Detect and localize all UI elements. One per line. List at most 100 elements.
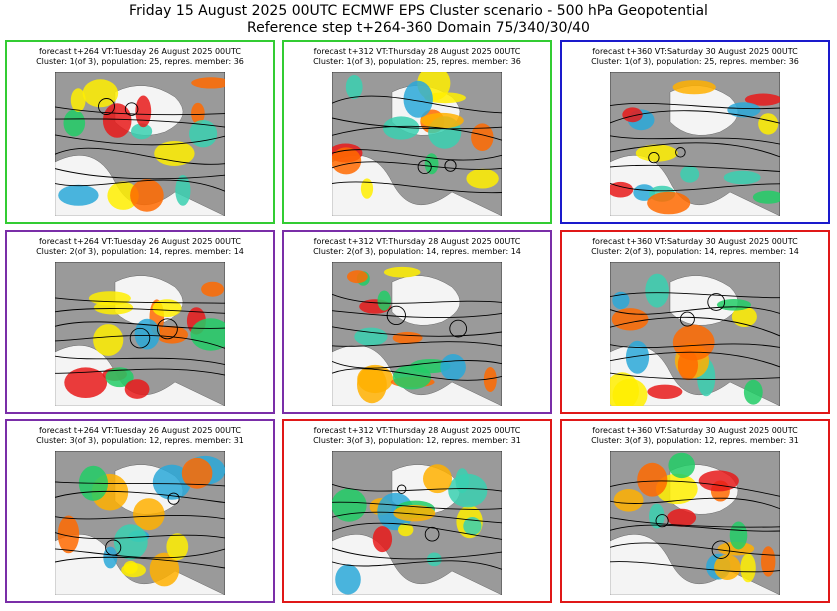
- anomaly-shading: [130, 179, 164, 212]
- land-area: [391, 275, 461, 326]
- anomaly-shading: [133, 498, 165, 531]
- cluster-panel-4: forecast t+264 VT:Tuesday 26 August 2025…: [5, 230, 275, 414]
- cluster-panel-3: forecast t+360 VT:Saturday 30 August 202…: [560, 40, 830, 224]
- anomaly-shading: [135, 95, 152, 128]
- low-pressure-contour: [449, 319, 468, 338]
- geopotential-contour: [610, 102, 780, 110]
- panel-cluster-label: Cluster: 3(of 3), population: 12, repres…: [313, 436, 521, 445]
- anomaly-shading: [383, 116, 420, 140]
- anomaly-shading: [70, 88, 86, 112]
- anomaly-shading: [403, 80, 433, 118]
- geopotential-contour: [610, 306, 780, 315]
- geopotential-contour: [55, 118, 225, 128]
- low-pressure-contour: [444, 159, 457, 172]
- anomaly-shading: [190, 318, 225, 351]
- anomaly-shading: [649, 503, 665, 529]
- anomaly-shading: [191, 102, 205, 125]
- geopotential-contour: [332, 117, 502, 130]
- low-pressure-contour: [386, 305, 406, 326]
- geopotential-contour: [55, 556, 225, 569]
- geopotential-contour: [332, 483, 502, 492]
- anomaly-shading: [758, 113, 779, 135]
- anomaly-shading: [332, 488, 367, 522]
- anomaly-shading: [175, 175, 191, 206]
- anomaly-shading: [63, 109, 86, 137]
- geopotential-contour: [55, 134, 225, 146]
- geopotential-contour: [332, 511, 502, 524]
- anomaly-shading: [723, 170, 761, 185]
- anomaly-shading: [335, 564, 361, 595]
- anomaly-shading: [152, 464, 191, 500]
- anomaly-shading: [672, 324, 715, 361]
- anomaly-shading: [622, 107, 643, 123]
- anomaly-shading: [357, 364, 393, 394]
- anomaly-shading: [347, 270, 368, 284]
- anomaly-shading: [426, 552, 442, 567]
- geopotential-contour: [332, 149, 502, 161]
- geopotential-contour: [55, 368, 225, 376]
- anomaly-shading: [121, 563, 146, 578]
- geopotential-contour: [55, 168, 225, 180]
- anomaly-shading: [743, 379, 763, 405]
- low-pressure-contour: [707, 293, 726, 311]
- low-pressure-contour: [156, 318, 178, 340]
- anomaly-shading: [420, 112, 464, 129]
- anomaly-shading: [680, 165, 700, 183]
- geopotential-contour: [55, 355, 225, 366]
- anomaly-shading: [727, 102, 761, 118]
- geopotential-contour: [610, 292, 780, 299]
- low-pressure-contour: [167, 492, 180, 505]
- geopotential-contour: [332, 501, 502, 510]
- anomaly-shading: [156, 326, 188, 344]
- anomaly-shading: [354, 327, 388, 346]
- panel-cluster-label: Cluster: 2(of 3), population: 14, repres…: [313, 247, 521, 256]
- cluster-panel-2: forecast t+312 VT:Thursday 28 August 202…: [282, 40, 552, 224]
- geopotential-contour: [332, 341, 502, 347]
- anomaly-shading: [393, 505, 436, 522]
- panel-cluster-label: Cluster: 1(of 3), population: 25, repres…: [36, 57, 244, 66]
- anomaly-shading: [716, 299, 752, 311]
- geopotential-contour: [332, 181, 502, 194]
- geopotential-contour: [332, 522, 502, 540]
- anomaly-shading: [633, 184, 656, 201]
- geopotential-contour: [55, 147, 225, 165]
- panel-forecast-label: forecast t+360 VT:Saturday 30 August 202…: [592, 426, 798, 435]
- anomaly-shading: [392, 331, 423, 344]
- low-pressure-contour: [397, 484, 407, 494]
- geopotential-contour: [55, 335, 225, 349]
- geopotential-contour: [332, 547, 502, 560]
- anomaly-shading: [201, 281, 225, 297]
- anomaly-shading: [463, 517, 482, 536]
- anomaly-shading: [440, 354, 466, 381]
- low-pressure-contour: [98, 98, 115, 115]
- anomaly-shading: [345, 75, 363, 99]
- anomaly-shading: [383, 266, 421, 278]
- geopotential-map: [610, 72, 780, 216]
- low-pressure-contour: [124, 102, 139, 116]
- low-pressure-contour: [424, 526, 440, 542]
- anomaly-shading: [483, 367, 497, 392]
- geopotential-map: [332, 72, 502, 216]
- anomaly-shading: [698, 470, 739, 492]
- chart-title: Friday 15 August 2025 00UTC ECMWF EPS Cl…: [129, 3, 708, 19]
- anomaly-shading: [332, 147, 362, 175]
- anomaly-shading: [645, 273, 669, 308]
- geopotential-map: [55, 262, 225, 406]
- low-pressure-contour: [675, 147, 686, 158]
- anomaly-shading: [82, 79, 119, 108]
- anomaly-shading: [752, 190, 780, 204]
- anomaly-shading: [729, 521, 748, 550]
- anomaly-shading: [191, 77, 225, 89]
- geopotential-contour: [610, 497, 780, 510]
- geopotential-contour: [610, 480, 780, 497]
- land-area: [332, 534, 502, 595]
- geopotential-map: [610, 262, 780, 406]
- cluster-panel-7: forecast t+264 VT:Tuesday 26 August 2025…: [5, 419, 275, 603]
- geopotential-contour: [610, 135, 780, 145]
- anomaly-shading: [392, 364, 432, 390]
- geopotential-map: [55, 451, 225, 595]
- geopotential-contour: [332, 326, 502, 337]
- geopotential-contour: [332, 293, 502, 304]
- panel-cluster-label: Cluster: 3(of 3), population: 12, repres…: [36, 436, 244, 445]
- panel-forecast-label: forecast t+312 VT:Thursday 28 August 202…: [313, 47, 521, 56]
